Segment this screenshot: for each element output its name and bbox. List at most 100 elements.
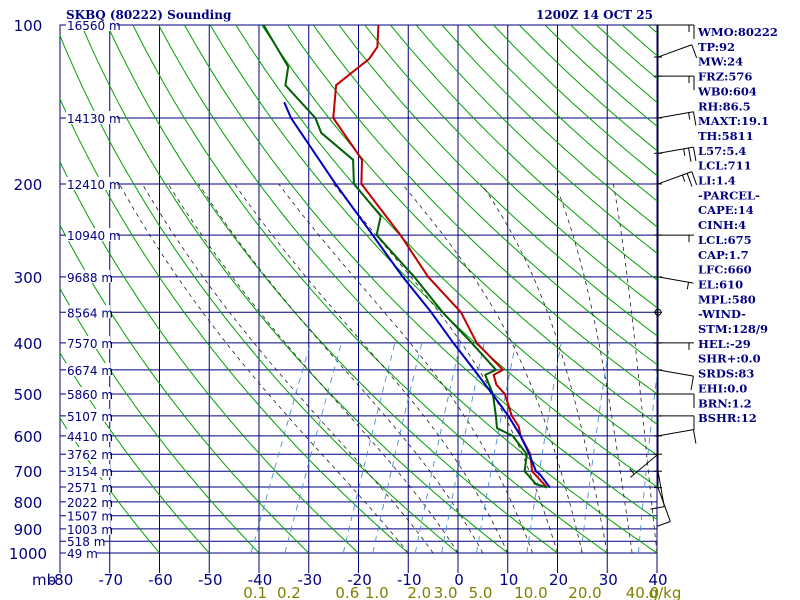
index-panel-entry: TP:92: [698, 40, 735, 54]
index-panel-entry: HEL:-29: [698, 337, 751, 351]
moist-adiabat--5: [141, 183, 434, 554]
mixing-ratio-line-5.0: [476, 342, 517, 554]
dry-adiabat-0: [60, 34, 459, 554]
moist-adiabat-40: [612, 183, 657, 554]
mixing-ratio-label: 3.0: [434, 584, 458, 600]
height-label-bg: [66, 362, 110, 376]
temperature-tick-label: 10: [499, 571, 518, 589]
wind-barb: [657, 111, 697, 126]
mixing-ratio-label: 40.0: [626, 584, 659, 600]
height-label-bg: [66, 176, 117, 190]
height-label: 16560 m: [67, 19, 121, 33]
height-label-bg: [66, 464, 110, 478]
dry-adiabat--10: [60, 97, 409, 554]
index-panel-entry: MPL:580: [698, 292, 756, 306]
index-panel-entry: LFC:660: [698, 263, 752, 277]
dry-adiabat-20: [106, 25, 558, 554]
index-panel-entry: WB0:604: [697, 84, 757, 98]
height-label-bg: [66, 110, 117, 124]
moist-adiabat-5: [198, 183, 484, 554]
mixing-ratio-line-1.0: [372, 342, 423, 554]
temperature-tick-label: 30: [599, 571, 618, 589]
moist-adiabat-35: [554, 183, 633, 554]
height-label-bg: [66, 521, 110, 535]
mixing-ratio-label: 5.0: [469, 584, 493, 600]
temperature-tick-label: -20: [347, 571, 372, 589]
height-label-bg: [66, 447, 110, 461]
index-panel-entry: EHI:0.0: [698, 381, 747, 395]
mixing-ratio-label: 0.1: [243, 584, 267, 600]
index-panel-entry: TH:5811: [698, 129, 754, 143]
index-panel-entry: -WIND-: [698, 307, 746, 321]
dry-adiabat-140: [415, 25, 657, 254]
height-label: 14130 m: [67, 112, 121, 126]
temperature-tick-label: -10: [397, 571, 422, 589]
dry-adiabat-50: [183, 25, 657, 521]
height-label-bg: [66, 428, 110, 442]
height-label: 3154 m: [67, 465, 113, 479]
moist-adiabats: [118, 183, 657, 554]
mixing-ratio-line-0.2: [284, 342, 342, 554]
mixing-ratio-label: 10.0: [514, 584, 547, 600]
pressure-temperature-grid: [59, 24, 658, 573]
wind-barb: [658, 393, 695, 409]
calm-wind-marker: [654, 308, 662, 316]
index-panel-entry: MAXT:19.1: [698, 114, 769, 128]
dry-adiabat-40: [158, 25, 657, 554]
wind-barb: [658, 75, 695, 91]
index-panel-entry: LCL:711: [698, 159, 752, 173]
index-panel-entry: LCL:675: [698, 233, 752, 247]
index-panel-entry: WMO:80222: [697, 25, 778, 39]
wind-barb: [658, 24, 695, 39]
mixing-ratio-label: 0.6: [335, 584, 359, 600]
mixing-ratio-lines: [250, 342, 657, 554]
temperature-tick-label: -30: [298, 571, 323, 589]
height-label-bg: [66, 269, 110, 283]
parcel-line: [283, 101, 551, 489]
index-panel-entry: RH:86.5: [698, 99, 751, 113]
index-panel-entry: BSHR:12: [698, 411, 757, 425]
moist-adiabat-20: [333, 183, 558, 554]
wind-barb: [657, 146, 697, 162]
temperature-tick-label: -80: [49, 571, 74, 589]
pressure-tick-label: 1000: [9, 545, 47, 563]
height-label-bg: [66, 494, 110, 508]
temperature-tick-label: -70: [99, 571, 124, 589]
moist-adiabat-15: [278, 183, 533, 554]
moist-adiabat-25: [401, 183, 583, 554]
height-label-bg: [66, 387, 110, 401]
index-panel-entry: CINH:4: [698, 218, 746, 232]
pressure-tick-label: 800: [14, 494, 43, 512]
dry-adiabat-90: [287, 25, 657, 395]
height-label-bg: [66, 408, 110, 422]
mixing-ratio-line-0.6: [342, 342, 396, 554]
temperature-tick-label: -60: [148, 571, 173, 589]
height-label-bg: [66, 546, 96, 559]
profile-lines: [262, 25, 551, 489]
mixing-ratio-line-3.0: [441, 342, 485, 554]
height-label: 2022 m: [67, 496, 113, 510]
mixing-ratio-line-10.0: [526, 342, 562, 554]
height-label: 518 m: [67, 535, 105, 549]
height-label: 12410 m: [67, 178, 121, 192]
mixing-ratio-label: 0.2: [277, 584, 301, 600]
dry-adiabat-120: [364, 25, 657, 309]
height-label: 5860 m: [67, 388, 113, 402]
dry-adiabat-80: [261, 25, 657, 425]
index-panel-entry: SHR+:0.0: [698, 352, 761, 366]
height-label: 1003 m: [67, 523, 113, 537]
temperature-tick-label: 20: [549, 571, 568, 589]
pressure-tick-label: 200: [14, 176, 43, 194]
index-panel: WMO:80222TP:92MW:24FRZ:576WB0:604RH:86.5…: [697, 25, 778, 425]
height-label: 8564 m: [67, 306, 113, 320]
index-panel-entry: FRZ:576: [698, 70, 752, 84]
temperature-tick-label: -50: [198, 571, 223, 589]
height-label-bg: [66, 228, 117, 242]
dry-adiabat--30: [60, 224, 310, 554]
wind-barb: [657, 429, 697, 444]
height-label: 4410 m: [67, 430, 113, 444]
mixing-ratio-unit-label: g/kg: [649, 584, 682, 600]
index-panel-entry: STM:128/9: [698, 322, 768, 336]
